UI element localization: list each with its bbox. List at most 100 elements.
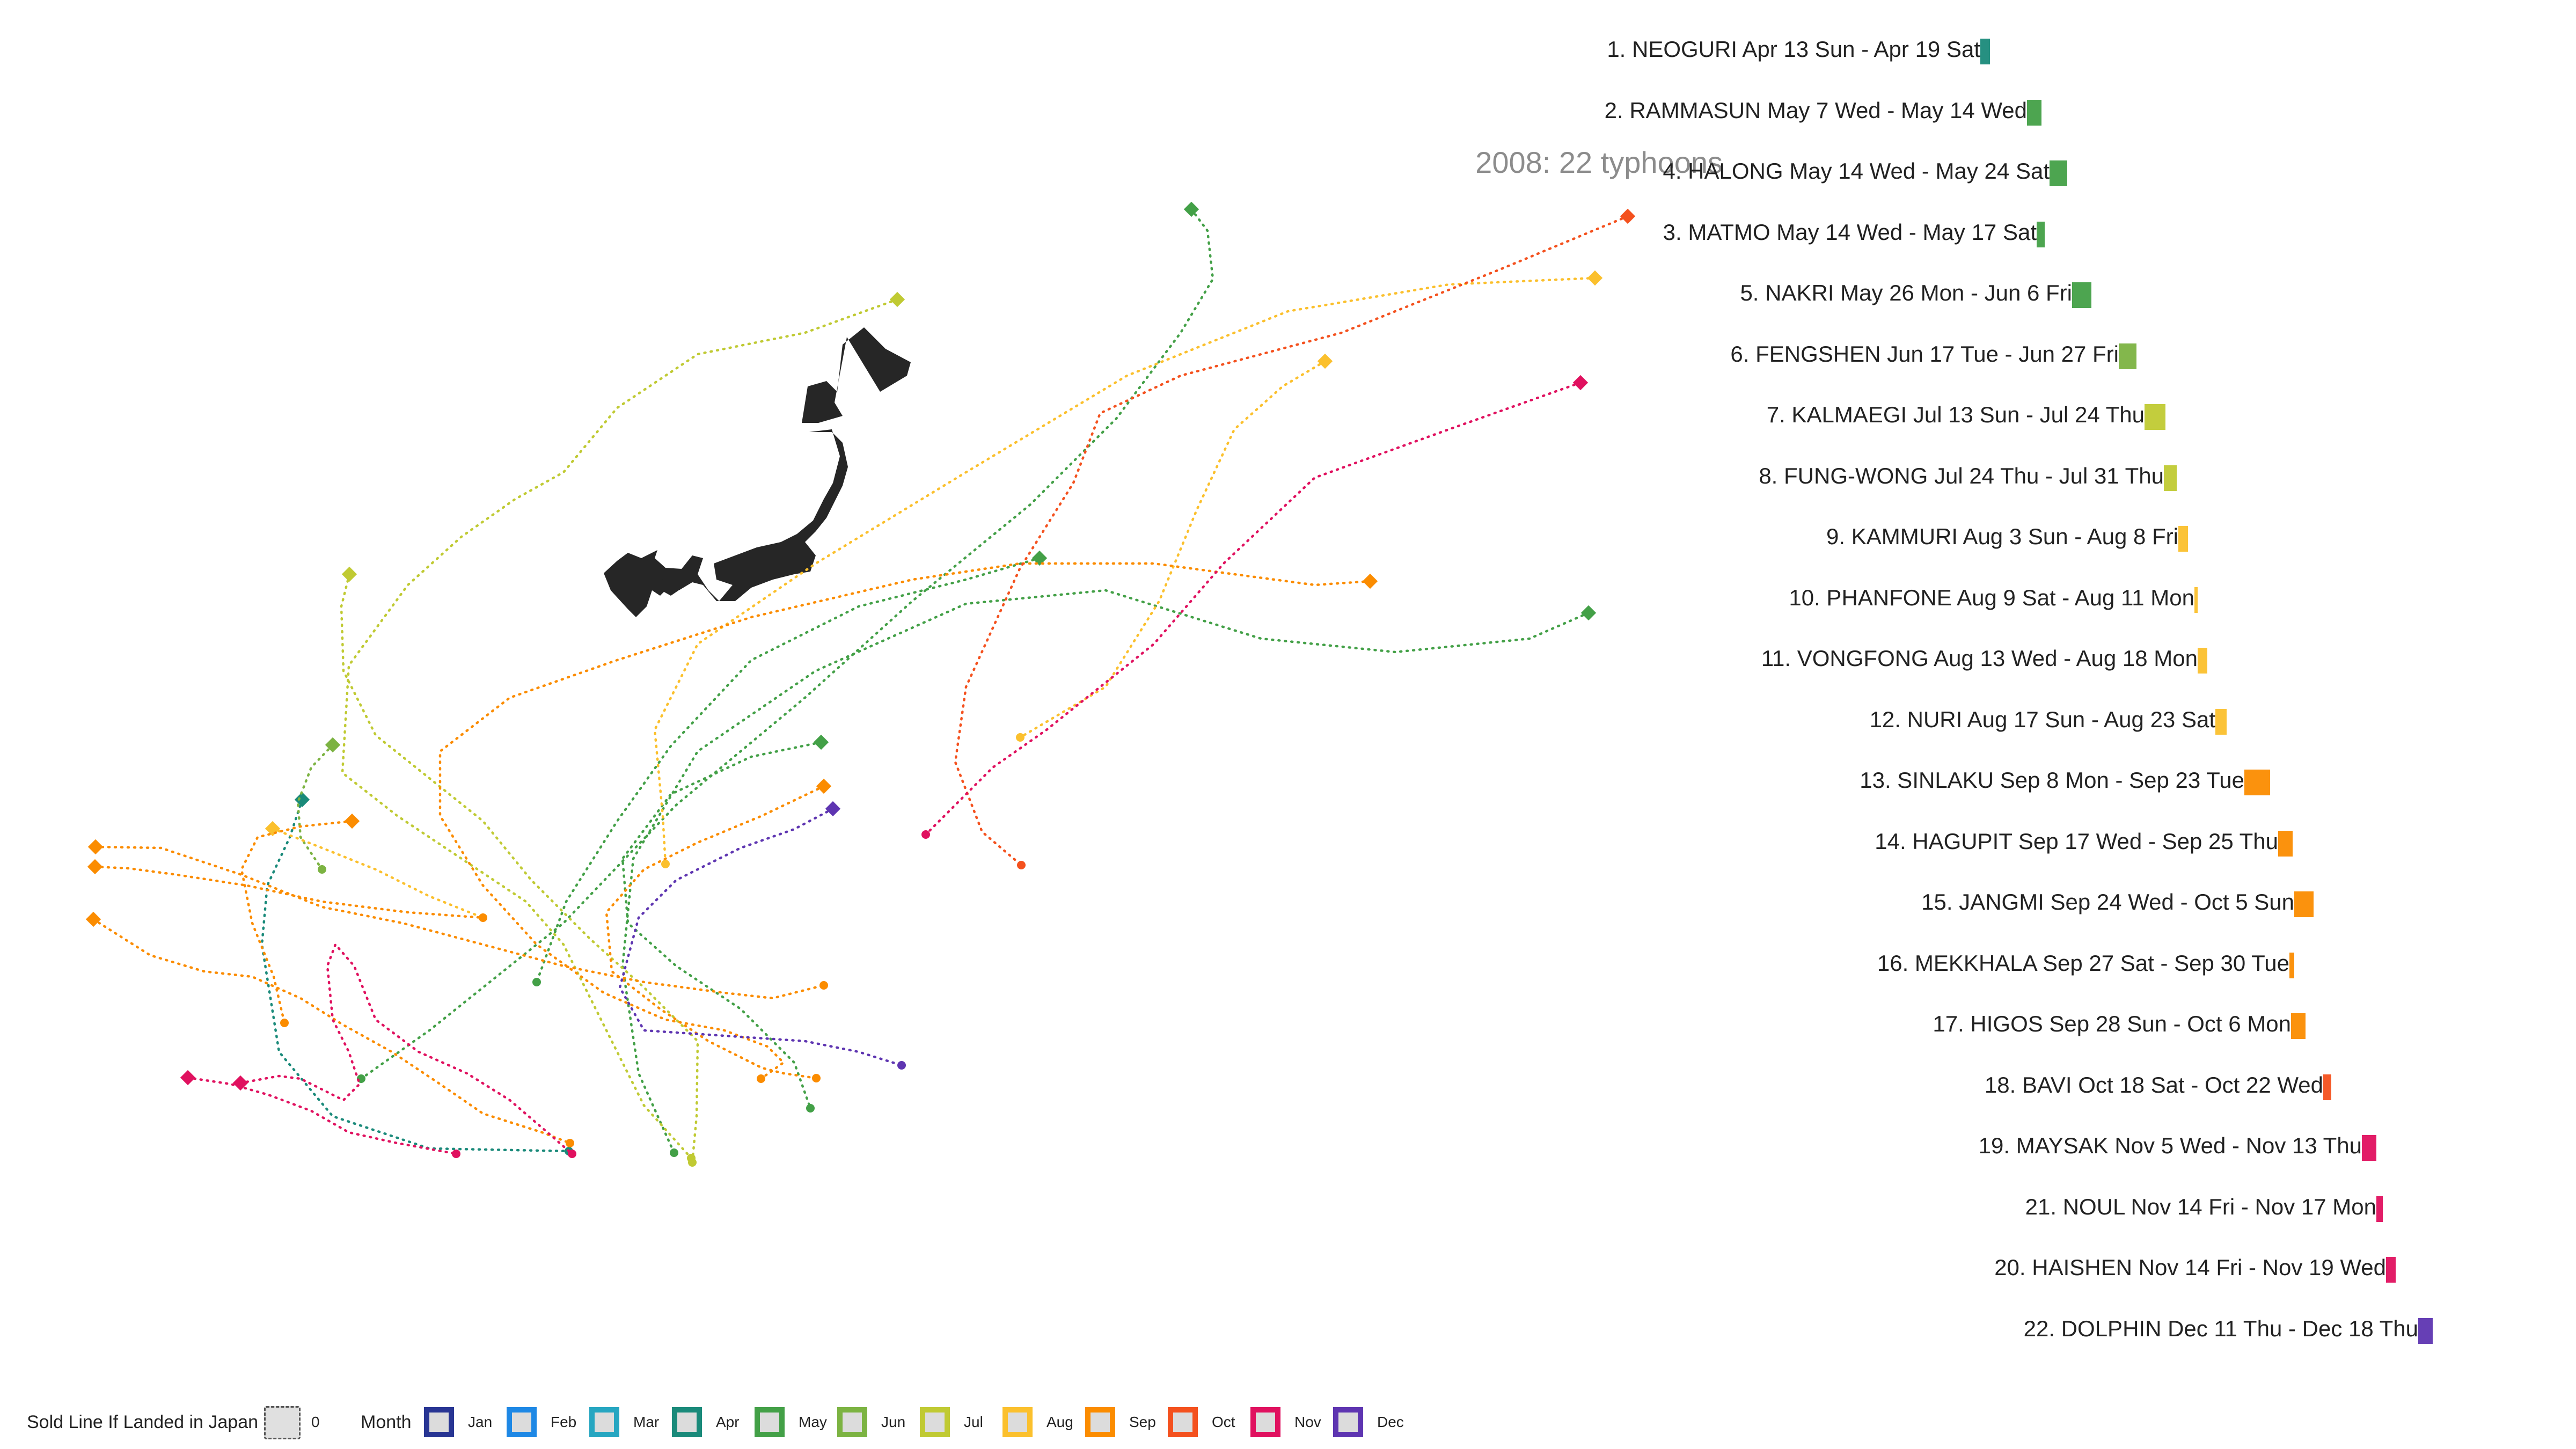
month-swatch-mar bbox=[589, 1407, 619, 1437]
timeline-row: 22. DOLPHIN Dec 11 Thu - Dec 18 Thu bbox=[0, 1307, 2576, 1350]
track-end-marker bbox=[325, 737, 341, 753]
track-start-marker bbox=[812, 1074, 821, 1082]
track-end-marker bbox=[87, 859, 103, 875]
timeline-duration-bar bbox=[2119, 343, 2136, 369]
typhoon-track bbox=[360, 208, 1214, 1080]
landed-legend-swatch bbox=[264, 1406, 301, 1439]
timeline-row: 2. RAMMASUN May 7 Wed - May 14 Wed bbox=[0, 89, 2576, 132]
month-swatch-jan bbox=[424, 1407, 454, 1437]
timeline-row: 16. MEKKHALA Sep 27 Sat - Sep 30 Tue bbox=[0, 942, 2576, 985]
timeline-duration-bar bbox=[2178, 526, 2188, 552]
timeline-row: 10. PHANFONE Aug 9 Sat - Aug 11 Mon bbox=[0, 576, 2576, 619]
typhoon-track bbox=[535, 557, 1041, 984]
track-start-marker bbox=[1017, 861, 1026, 869]
timeline-label: 3. MATMO May 14 Wed - May 17 Sat bbox=[1663, 219, 2037, 245]
typhoon-track bbox=[605, 785, 825, 1080]
timeline-duration-bar bbox=[2072, 282, 2091, 308]
month-swatch-aug bbox=[1002, 1407, 1033, 1437]
timeline-row: 20. HAISHEN Nov 14 Fri - Nov 19 Wed bbox=[0, 1246, 2576, 1289]
track-start-marker bbox=[897, 1061, 906, 1070]
timeline-row: 9. KAMMURI Aug 3 Sun - Aug 8 Fri bbox=[0, 515, 2576, 558]
track-start-marker bbox=[1016, 733, 1024, 742]
track-start-marker bbox=[479, 913, 487, 922]
timeline-duration-bar bbox=[1980, 39, 1990, 64]
track-start-marker bbox=[532, 978, 541, 986]
typhoon-track bbox=[653, 276, 1597, 866]
typhoon-track bbox=[92, 918, 572, 1145]
track-start-marker bbox=[921, 830, 930, 839]
typhoon-track bbox=[621, 741, 823, 1110]
month-swatch-apr bbox=[672, 1407, 702, 1437]
timeline-row: 13. SINLAKU Sep 8 Mon - Sep 23 Tue bbox=[0, 759, 2576, 802]
month-swatch-label: Sep bbox=[1129, 1414, 1156, 1430]
japan-shikoku bbox=[661, 573, 688, 596]
timeline-label: 21. NOUL Nov 14 Fri - Nov 17 Mon bbox=[2025, 1194, 2376, 1219]
month-swatch-feb bbox=[507, 1407, 537, 1437]
timeline-row: 6. FENGSHEN Jun 17 Tue - Jun 27 Fri bbox=[0, 333, 2576, 376]
timeline-duration-bar bbox=[2037, 221, 2045, 247]
track-end-marker bbox=[1183, 201, 1199, 217]
timeline-label: 5. NAKRI May 26 Mon - Jun 6 Fri bbox=[1740, 280, 2072, 305]
track-end-marker bbox=[1317, 353, 1333, 369]
track-end-marker bbox=[1031, 550, 1048, 566]
track-start-marker bbox=[757, 1074, 765, 1083]
track-start-marker bbox=[452, 1150, 460, 1158]
track-start-marker bbox=[568, 1150, 576, 1158]
timeline-duration-bar bbox=[2291, 1013, 2306, 1039]
timeline-duration-bar bbox=[2362, 1135, 2376, 1161]
timeline-duration-bar bbox=[2027, 99, 2041, 126]
month-legend-label: Month bbox=[361, 1412, 412, 1432]
timeline-duration-bar bbox=[2244, 770, 2270, 795]
timeline-label: 6. FENGSHEN Jun 17 Tue - Jun 27 Fri bbox=[1730, 341, 2119, 367]
timeline-label: 13. SINLAKU Sep 8 Mon - Sep 23 Tue bbox=[1860, 767, 2244, 793]
track-start-marker bbox=[318, 865, 326, 874]
timeline-row: 18. BAVI Oct 18 Sat - Oct 22 Wed bbox=[0, 1064, 2576, 1107]
timeline-row: 19. MAYSAK Nov 5 Wed - Nov 13 Thu bbox=[0, 1124, 2576, 1167]
typhoon-track bbox=[438, 562, 1372, 1080]
timeline-duration-bar bbox=[2198, 648, 2207, 674]
month-swatch-label: Aug bbox=[1046, 1414, 1073, 1430]
timeline-label: 16. MEKKHALA Sep 27 Sat - Sep 30 Tue bbox=[1877, 950, 2289, 976]
track-end-marker bbox=[1572, 375, 1589, 391]
track-end-marker bbox=[889, 291, 905, 308]
landed-legend-label: Sold Line If Landed in Japan bbox=[27, 1412, 259, 1432]
track-end-marker bbox=[1362, 573, 1378, 589]
japan-honshu bbox=[604, 429, 848, 617]
month-swatch-dec bbox=[1333, 1407, 1363, 1437]
month-swatch-jun bbox=[837, 1407, 867, 1437]
track-start-marker bbox=[688, 1158, 697, 1167]
typhoon-track bbox=[954, 215, 1629, 867]
track-start-marker bbox=[661, 860, 670, 868]
timeline-label: 4. HALONG May 14 Wed - May 24 Sat bbox=[1663, 158, 2050, 184]
track-end-marker bbox=[294, 792, 310, 808]
track-end-marker bbox=[180, 1070, 196, 1086]
timeline-label: 1. NEOGURI Apr 13 Sun - Apr 19 Sat bbox=[1607, 36, 1980, 62]
timeline-label: 2. RAMMASUN May 7 Wed - May 14 Wed bbox=[1604, 97, 2027, 123]
track-start-marker bbox=[819, 981, 828, 990]
typhoon-track bbox=[186, 1076, 458, 1155]
timeline-row: 12. NURI Aug 17 Sun - Aug 23 Sat bbox=[0, 698, 2576, 741]
track-start-marker bbox=[806, 1104, 815, 1113]
month-swatch-label: Mar bbox=[633, 1414, 660, 1430]
month-swatch-label: Nov bbox=[1294, 1414, 1321, 1430]
track-start-marker bbox=[566, 1139, 574, 1147]
timeline-duration-bar bbox=[2215, 708, 2227, 735]
month-swatch-label: Jul bbox=[964, 1414, 983, 1430]
timeline-duration-bar bbox=[2050, 160, 2067, 186]
timeline-duration-bar bbox=[2145, 404, 2165, 430]
timeline-duration-bar bbox=[2294, 891, 2314, 917]
timeline-row: 14. HAGUPIT Sep 17 Wed - Sep 25 Thu bbox=[0, 820, 2576, 863]
track-end-marker bbox=[341, 566, 357, 582]
month-swatch-sep bbox=[1085, 1407, 1115, 1437]
month-swatch-may bbox=[755, 1407, 785, 1437]
track-start-marker bbox=[280, 1019, 289, 1027]
typhoon-track bbox=[93, 865, 485, 919]
typhoon-track bbox=[94, 845, 825, 1000]
track-end-marker bbox=[825, 801, 841, 817]
timeline-label: 19. MAYSAK Nov 5 Wed - Nov 13 Thu bbox=[1978, 1133, 2362, 1158]
timeline-duration-bar bbox=[2418, 1318, 2433, 1344]
timeline-row: 5. NAKRI May 26 Mon - Jun 6 Fri bbox=[0, 272, 2576, 314]
timeline-label: 8. FUNG-WONG Jul 24 Thu - Jul 31 Thu bbox=[1759, 463, 2164, 488]
timeline-label: 15. JANGMI Sep 24 Wed - Oct 5 Sun bbox=[1921, 889, 2294, 914]
track-end-marker bbox=[1587, 270, 1603, 286]
